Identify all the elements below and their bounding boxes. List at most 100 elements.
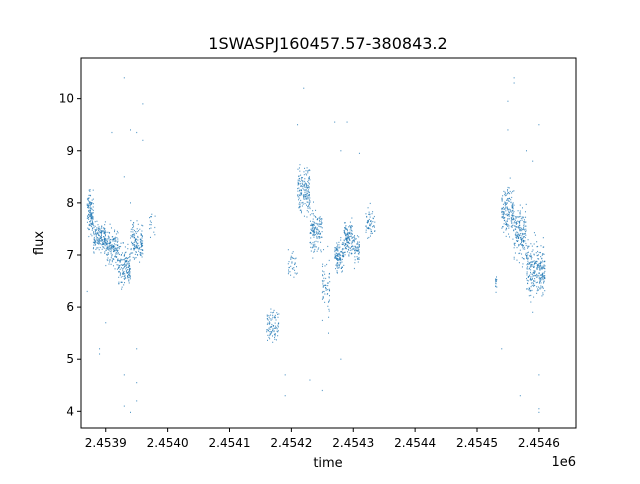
data-point [356, 249, 358, 251]
data-point [342, 254, 344, 256]
data-point [301, 210, 302, 212]
data-point [302, 177, 304, 179]
data-point [89, 205, 91, 207]
data-point [297, 168, 299, 170]
data-point [114, 229, 116, 231]
data-point [541, 277, 543, 280]
data-point [502, 226, 504, 228]
data-point [495, 278, 497, 280]
data-point [90, 216, 92, 218]
data-point [337, 250, 339, 252]
data-point [505, 202, 507, 204]
data-point [277, 330, 279, 332]
data-point [541, 285, 543, 288]
data-point [134, 229, 135, 232]
data-point [532, 260, 534, 263]
data-point [95, 240, 97, 243]
data-point [123, 259, 125, 261]
data-point [308, 177, 310, 180]
data-point [527, 266, 529, 268]
data-point [94, 240, 96, 242]
data-point [351, 232, 353, 234]
data-point [119, 261, 121, 263]
data-point [367, 221, 369, 223]
data-point [351, 249, 353, 251]
data-point [524, 221, 526, 224]
data-point [314, 227, 316, 229]
data-point [313, 233, 315, 235]
data-point [539, 269, 541, 271]
data-point [372, 220, 374, 223]
data-point [97, 242, 99, 244]
data-point [302, 180, 304, 182]
data-point [346, 228, 348, 230]
data-point [141, 244, 143, 246]
data-point [328, 276, 330, 278]
data-point [90, 214, 92, 216]
data-point [133, 241, 135, 244]
data-point [339, 261, 341, 263]
data-point [522, 228, 524, 230]
data-point [101, 225, 103, 227]
data-point [128, 271, 130, 273]
data-point [114, 255, 116, 257]
y-tick-label: 10 [59, 92, 74, 106]
data-point [310, 241, 312, 243]
data-point [512, 238, 514, 240]
data-point [352, 236, 354, 238]
data-point [309, 232, 311, 234]
data-point [501, 209, 503, 211]
data-point [515, 228, 517, 231]
data-point [129, 268, 131, 270]
data-point [87, 199, 89, 201]
data-point [305, 188, 307, 191]
data-point [328, 288, 330, 290]
data-point [97, 247, 99, 249]
data-point [353, 241, 355, 243]
data-point [96, 228, 98, 230]
data-point [104, 232, 106, 234]
data-point [318, 236, 320, 238]
data-point [109, 261, 111, 263]
data-point [112, 248, 114, 250]
data-point [536, 241, 538, 243]
data-point [310, 224, 312, 227]
data-point [105, 234, 107, 236]
data-point [542, 260, 544, 262]
data-point [118, 246, 120, 248]
data-point [520, 233, 522, 235]
data-point [314, 215, 316, 218]
data-point [339, 264, 341, 266]
data-point [305, 196, 307, 198]
data-point [94, 232, 96, 235]
data-point [526, 288, 528, 290]
data-point [321, 319, 323, 322]
data-point [533, 243, 535, 245]
data-point [518, 227, 520, 229]
data-point [519, 235, 521, 237]
data-point [91, 224, 93, 226]
data-point [326, 282, 328, 284]
data-point [124, 278, 126, 280]
data-point [313, 236, 315, 238]
data-point [133, 258, 135, 260]
data-point [300, 199, 302, 202]
data-point [513, 204, 515, 206]
data-point [521, 228, 523, 230]
data-point [128, 268, 130, 271]
data-point [324, 273, 326, 275]
data-point [106, 253, 108, 255]
data-point [273, 317, 275, 319]
data-point [358, 251, 360, 253]
data-point [357, 261, 359, 263]
data-point [506, 222, 508, 224]
data-point [105, 238, 107, 240]
data-point [515, 223, 517, 225]
data-point [315, 226, 317, 228]
data-point [542, 278, 544, 281]
data-point [539, 287, 541, 289]
data-point [354, 235, 356, 237]
data-point [117, 264, 119, 266]
data-point [540, 256, 542, 258]
data-point-outlier [130, 202, 131, 204]
